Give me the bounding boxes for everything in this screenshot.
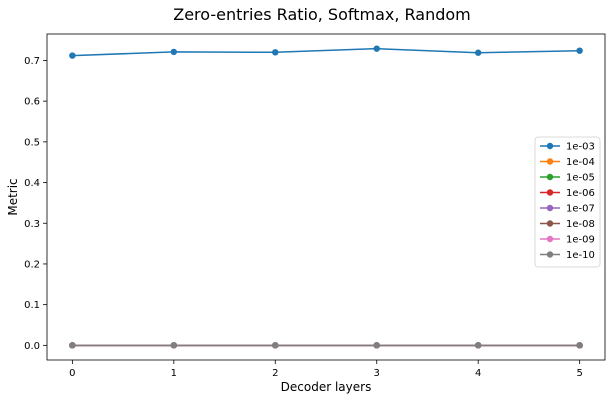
legend-label: 1e-09 bbox=[566, 235, 595, 246]
y-tick-label: 0.2 bbox=[24, 259, 40, 270]
chart-title: Zero-entries Ratio, Softmax, Random bbox=[173, 5, 471, 24]
legend-label: 1e-06 bbox=[566, 188, 595, 199]
x-tick-label: 1 bbox=[171, 368, 177, 379]
data-point bbox=[69, 342, 76, 349]
y-tick-label: 0.1 bbox=[24, 300, 40, 311]
legend-item: 1e-08 bbox=[540, 219, 595, 230]
x-tick-label: 5 bbox=[576, 368, 582, 379]
data-point bbox=[170, 48, 178, 56]
legend-marker bbox=[546, 235, 554, 243]
legend-item: 1e-10 bbox=[540, 250, 595, 261]
legend-item: 1e-03 bbox=[540, 142, 595, 153]
legend: 1e-03 1e-04 1e-05 1e-06 1e-07 1e-08 1e-09 1e-10 bbox=[534, 136, 601, 268]
data-point bbox=[576, 47, 583, 54]
y-tick-label: 0.6 bbox=[24, 97, 40, 108]
data-point bbox=[272, 49, 279, 56]
series-1e-03 bbox=[69, 45, 583, 59]
y-tick-label: 0.3 bbox=[24, 219, 40, 230]
y-tick-label: 0.5 bbox=[24, 137, 40, 148]
x-tick-label: 0 bbox=[69, 368, 75, 379]
legend-marker bbox=[546, 158, 554, 165]
series-layer bbox=[69, 45, 583, 349]
data-point bbox=[69, 52, 76, 59]
data-point bbox=[474, 342, 482, 349]
data-point bbox=[474, 49, 482, 56]
legend-marker bbox=[546, 189, 554, 196]
legend-label: 1e-07 bbox=[566, 204, 595, 215]
legend-label: 1e-04 bbox=[566, 157, 595, 168]
y-tick-label: 0.0 bbox=[24, 341, 40, 352]
legend-box bbox=[534, 136, 601, 268]
legend-label: 1e-08 bbox=[566, 219, 595, 230]
legend-item: 1e-09 bbox=[540, 235, 595, 246]
data-point bbox=[170, 342, 178, 349]
y-tick-label: 0.4 bbox=[24, 178, 40, 189]
data-point bbox=[576, 342, 583, 349]
legend-marker bbox=[546, 220, 554, 227]
x-axis-label: Decoder layers bbox=[281, 380, 372, 394]
series-line bbox=[72, 47, 580, 57]
y-axis: 0.0 0.1 0.2 0.3 0.4 0.5 0.6 0.7 bbox=[24, 56, 47, 352]
legend-marker bbox=[546, 251, 554, 258]
x-tick-label: 4 bbox=[475, 368, 481, 379]
legend-item: 1e-04 bbox=[540, 157, 595, 168]
legend-label: 1e-03 bbox=[566, 142, 595, 153]
series-1e-10 bbox=[69, 342, 583, 349]
legend-item: 1e-06 bbox=[540, 188, 595, 199]
legend-item: 1e-07 bbox=[540, 204, 595, 215]
plot-frame bbox=[46, 33, 606, 361]
x-axis: 0 1 2 3 4 5 bbox=[69, 360, 583, 379]
legend-marker bbox=[546, 142, 554, 150]
data-point bbox=[373, 45, 380, 52]
y-tick-label: 0.7 bbox=[24, 56, 40, 67]
legend-label: 1e-10 bbox=[566, 250, 595, 261]
legend-label: 1e-05 bbox=[566, 173, 595, 184]
legend-item: 1e-05 bbox=[540, 173, 595, 184]
x-tick-label: 3 bbox=[374, 368, 380, 379]
data-point bbox=[272, 342, 279, 349]
data-point bbox=[373, 342, 380, 349]
legend-marker bbox=[546, 173, 554, 181]
y-axis-label: Metric bbox=[6, 178, 20, 215]
legend-marker bbox=[546, 204, 554, 212]
x-tick-label: 2 bbox=[272, 368, 278, 379]
